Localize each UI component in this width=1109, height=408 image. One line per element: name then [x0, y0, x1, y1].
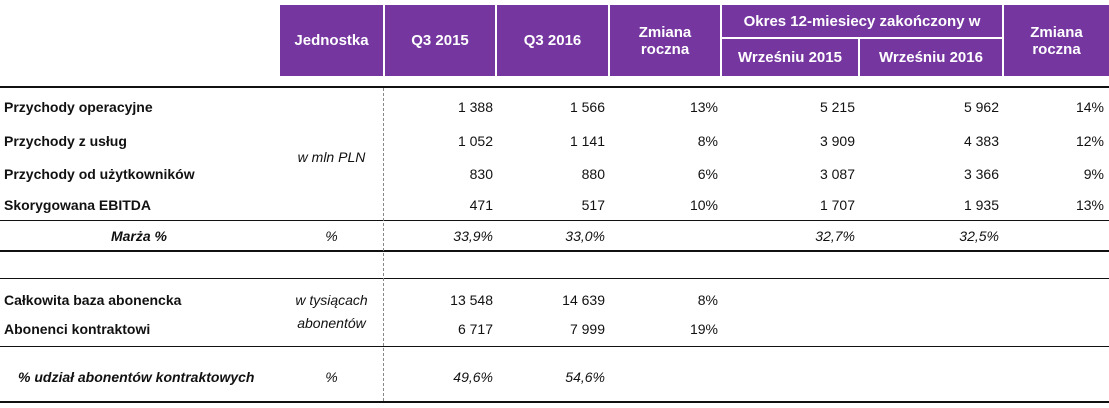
cell-value: 880 — [581, 166, 605, 182]
cell-value: 13 548 — [450, 292, 493, 308]
unit-label: % — [325, 369, 338, 385]
header-text: Q3 2015 — [411, 32, 469, 49]
header-text: Wrześniu 2015 — [738, 49, 842, 66]
header-cell: Jednostka — [280, 5, 383, 76]
header-cell: Zmiana roczna — [1004, 5, 1109, 76]
cell-value: 13% — [689, 99, 718, 115]
cell-value: 1 141 — [569, 133, 605, 149]
rule — [0, 86, 1109, 88]
cell-value: 6 717 — [457, 321, 493, 337]
cell-value: 8% — [697, 133, 718, 149]
cell-value: 33,9% — [453, 228, 493, 244]
row-label: Skorygowana EBITDA — [4, 197, 152, 213]
row-label: Abonenci kontraktowi — [4, 321, 151, 337]
cell-value: 14 639 — [562, 292, 605, 308]
header-cell: Okres 12-miesiecy zakończony w — [722, 5, 1002, 37]
cell-value: 54,6% — [565, 369, 605, 385]
cell-value: 32,5% — [959, 228, 999, 244]
unit-label: w tysiącach abonentów — [295, 292, 368, 331]
cell-value: 49,6% — [453, 369, 493, 385]
header-text: Q3 2016 — [523, 32, 582, 49]
row-label: % udział abonentów kontraktowych — [18, 369, 255, 385]
cell-value: 1 052 — [457, 133, 493, 149]
rule — [0, 278, 1109, 279]
cell-value: 9% — [1083, 166, 1104, 182]
cell-value: 5 215 — [819, 99, 855, 115]
cell-value: 7 999 — [569, 321, 605, 337]
rule — [0, 346, 1109, 347]
cell-value: 33,0% — [565, 228, 605, 244]
row-label: Przychody od użytkowników — [4, 166, 195, 182]
header-cell: Wrześniu 2016 — [860, 39, 1002, 76]
column-divider — [383, 88, 384, 401]
unit-label: w mln PLN — [297, 149, 366, 165]
row-label: Przychody operacyjne — [4, 99, 153, 115]
cell-value: 830 — [469, 166, 493, 182]
row-label: Marża % — [110, 228, 168, 244]
rule — [0, 401, 1109, 403]
cell-value: 32,7% — [815, 228, 855, 244]
row-label: Całkowita baza abonencka — [4, 292, 182, 308]
header-cell: Q3 2015 — [385, 5, 495, 76]
header-cell: Q3 2016 — [497, 5, 608, 76]
cell-value: 8% — [697, 292, 718, 308]
header-text: Jednostka — [294, 32, 369, 49]
header-text: Zmiana roczna — [638, 23, 692, 58]
cell-value: 19% — [689, 321, 718, 337]
rule — [0, 220, 1109, 221]
cell-value: 4 383 — [963, 133, 999, 149]
cell-value: 13% — [1075, 197, 1104, 213]
cell-value: 5 962 — [963, 99, 999, 115]
cell-value: 6% — [697, 166, 718, 182]
cell-value: 471 — [469, 197, 493, 213]
cell-value: 1 566 — [569, 99, 605, 115]
cell-value: 3 366 — [963, 166, 999, 182]
cell-value: 14% — [1075, 99, 1104, 115]
cell-value: 3 909 — [819, 133, 855, 149]
rule — [0, 250, 1109, 252]
cell-value: 10% — [689, 197, 718, 213]
cell-value: 1 388 — [457, 99, 493, 115]
header-text: Zmiana roczna — [1030, 23, 1083, 58]
cell-value: 517 — [581, 197, 605, 213]
unit-label: % — [325, 228, 338, 244]
header-text: Wrześniu 2016 — [879, 49, 983, 66]
row-label: Przychody z usług — [4, 133, 127, 149]
header-cell: Zmiana roczna — [610, 5, 720, 76]
cell-value: 1 935 — [963, 197, 999, 213]
header-cell: Wrześniu 2015 — [722, 39, 858, 76]
cell-value: 3 087 — [819, 166, 855, 182]
cell-value: 1 707 — [819, 197, 855, 213]
cell-value: 12% — [1075, 133, 1104, 149]
header-text: Okres 12-miesiecy zakończony w — [743, 12, 981, 30]
